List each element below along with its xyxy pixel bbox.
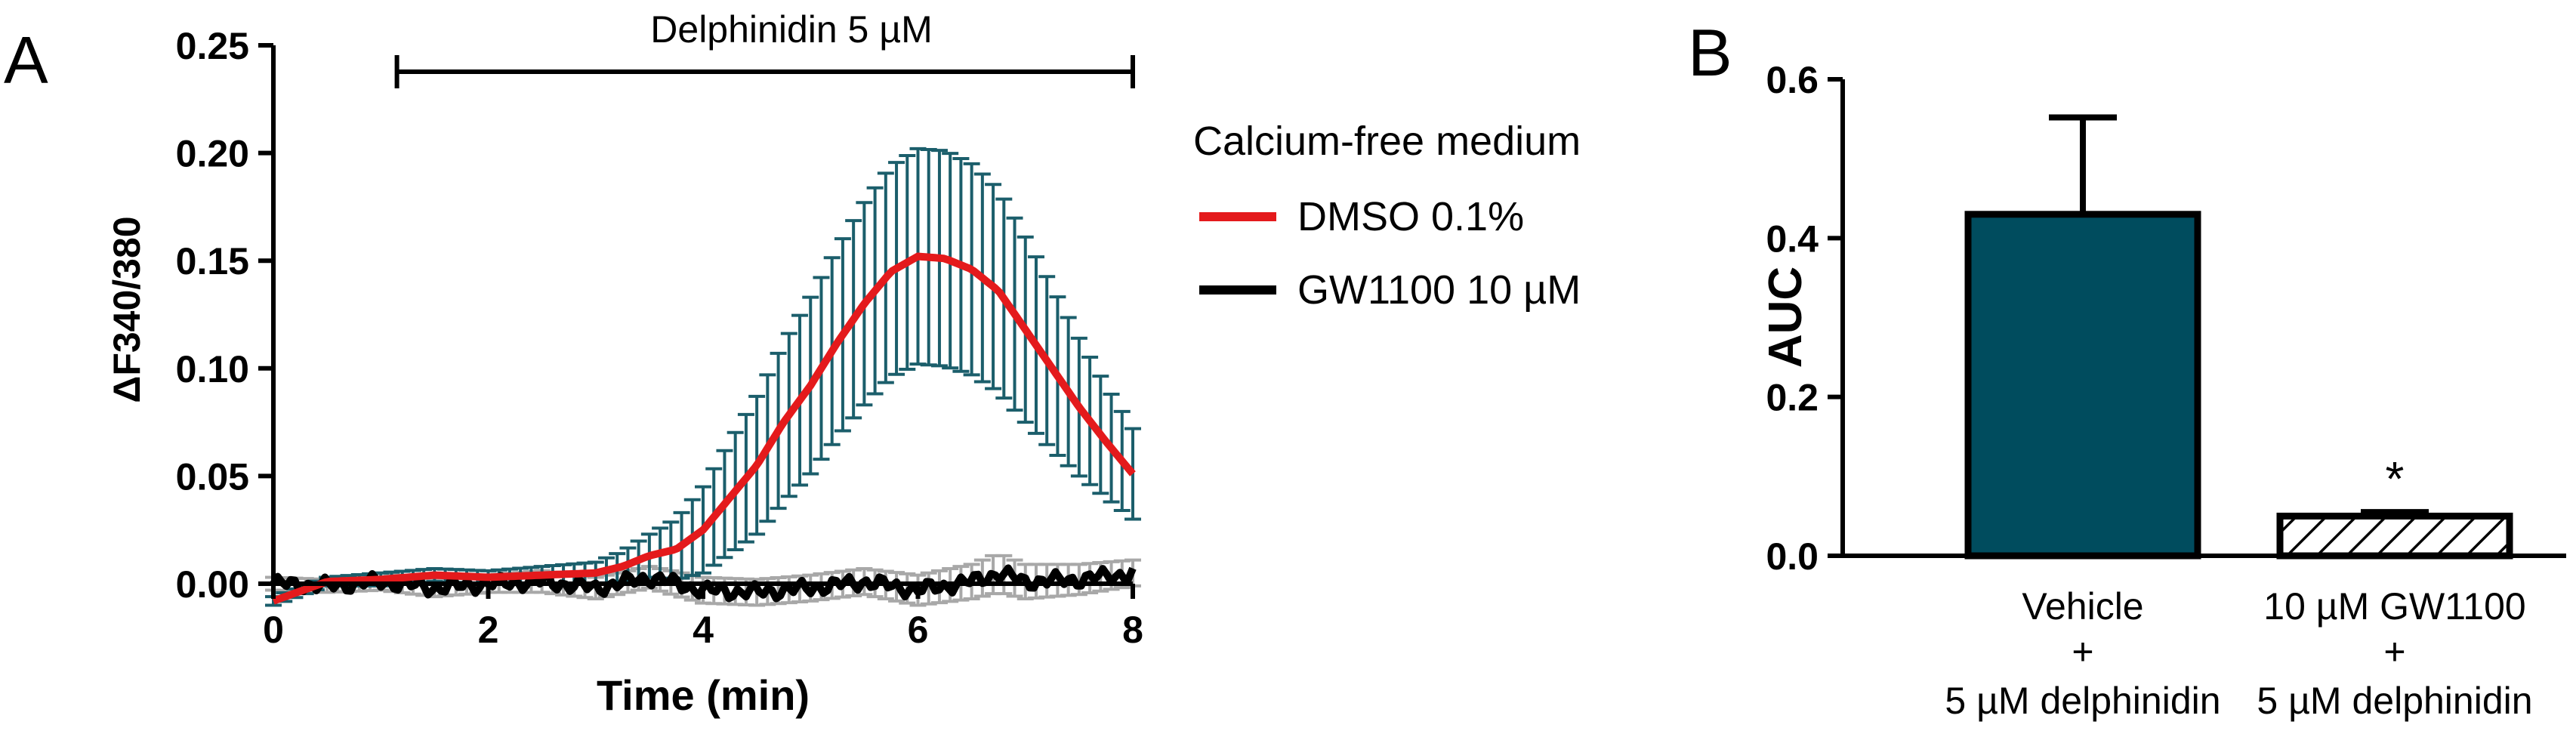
treatment-annotation: Delphinidin 5 µM [650,8,932,51]
b-y-axis-ticks: 0.0 0.2 0.4 0.6 [1766,59,1843,578]
y-tick-label: 0.05 [176,455,249,498]
bar-error-bars [2049,114,2429,517]
significance-marker: * [2386,452,2405,506]
x-axis-ticks: 0 2 4 6 8 [263,584,1143,651]
category-gw1100-line-3: 5 µM delphinidin [2257,680,2532,722]
category-vehicle-line-1: Vehicle [2022,585,2143,628]
category-gw1100-line-2: + [2383,631,2405,673]
bar-gw1100 [2276,512,2513,560]
category-vehicle-line-3: 5 µM delphinidin [1945,680,2220,722]
b-y-tick-label: 0.4 [1766,217,1819,260]
x-tick-label: 6 [908,609,929,651]
legend-label-gw1100: GW1100 10 µM [1297,267,1581,313]
legend-label-dmso: DMSO 0.1% [1297,194,1524,239]
x-tick-label: 4 [693,609,714,651]
panel-a: A 0.00 0.05 0.10 0.15 0.20 0.25 0 2 4 6 8 ΔF340/3… [4,8,1581,719]
y-axis-ticks: 0.00 0.05 0.10 0.15 0.20 0.25 [176,25,273,606]
y-axis-label: ΔF340/380 [106,216,148,402]
b-y-tick-label: 0.2 [1766,377,1819,419]
y-tick-label: 0.10 [176,348,249,390]
y-tick-label: 0.15 [176,240,249,282]
y-tick-label: 0.20 [176,133,249,175]
x-tick-label: 0 [263,609,284,651]
b-y-tick-label: 0.6 [1766,59,1819,101]
x-tick-label: 8 [1122,609,1143,651]
legend: Calcium-free medium DMSO 0.1% GW1100 10 … [1193,119,1581,313]
x-axis-label: Time (min) [597,671,810,719]
legend-title: Calcium-free medium [1193,119,1581,164]
panel-a-label: A [4,23,48,97]
y-tick-label: 0.25 [176,25,249,67]
category-gw1100-line-1: 10 µM GW1100 [2263,585,2525,628]
b-y-axis-label: AUC [1760,267,1812,368]
category-label-vehicle: Vehicle + 5 µM delphinidin [1945,585,2220,722]
y-tick-label: 0.00 [176,563,249,606]
x-tick-label: 2 [478,609,499,651]
category-label-gw1100: 10 µM GW1100 + 5 µM delphinidin [2257,585,2532,722]
bar-vehicle [1964,211,2201,560]
dmso-error-bars [265,146,1141,607]
b-y-tick-label: 0.0 [1766,535,1819,578]
panel-b: B 0.0 0.2 0.4 0.6 AUC * Vehicle + 5 µM delp… [1688,15,2566,722]
panel-b-label: B [1688,15,1732,90]
category-vehicle-line-2: + [2072,631,2093,673]
dmso-series-line [272,252,1136,605]
